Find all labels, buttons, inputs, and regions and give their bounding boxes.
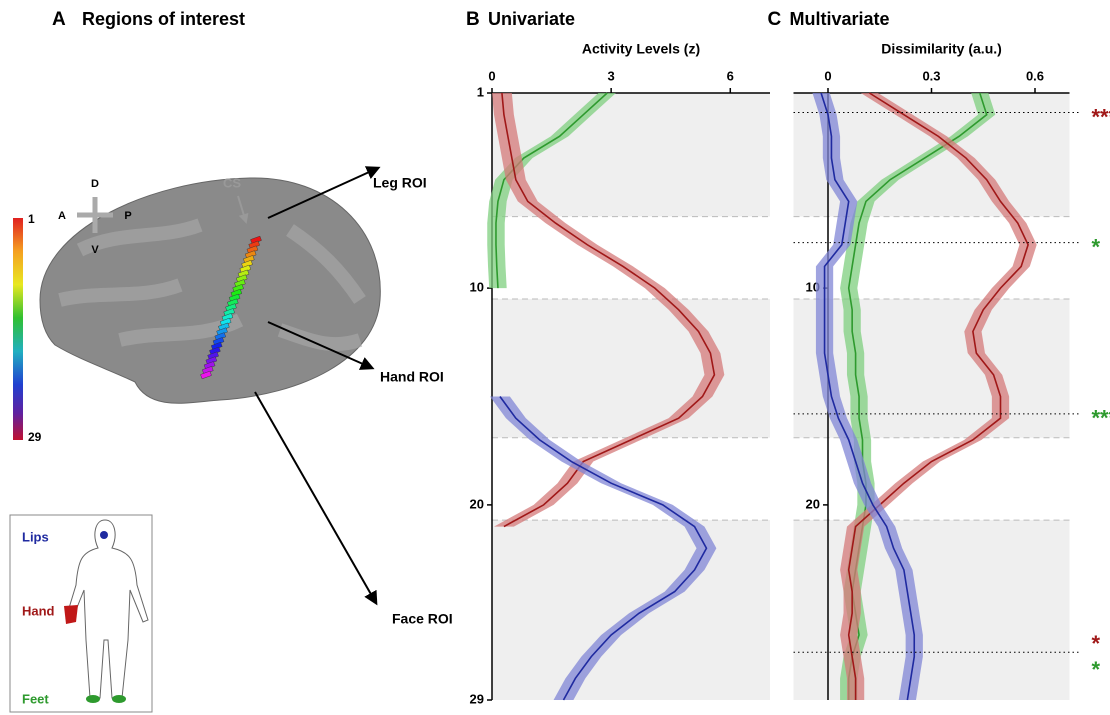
compass-label: V [91, 244, 99, 256]
x-tick-label: 0 [824, 68, 831, 83]
sulcus-label: CS [223, 175, 241, 190]
body-label: Feet [22, 691, 49, 706]
x-tick-label: 0.3 [922, 68, 940, 83]
x-tick-label: 3 [608, 68, 615, 83]
roi-label: Hand ROI [380, 369, 444, 385]
panel-letter: A [52, 9, 66, 30]
significance-label: * [1092, 657, 1101, 682]
roi-label: Leg ROI [373, 175, 427, 191]
foot-marker [86, 695, 100, 703]
hand-marker [64, 605, 78, 624]
panel-title: Multivariate [790, 9, 890, 29]
x-tick-label: 6 [727, 68, 734, 83]
x-tick-label: 0 [488, 68, 495, 83]
body-label: Lips [22, 529, 49, 544]
roi-arrow [255, 392, 376, 603]
significance-label: *** [1092, 406, 1110, 431]
shaded-band [492, 520, 770, 700]
compass-label: A [58, 210, 66, 222]
compass-label: P [124, 210, 131, 222]
significance-label: * [1092, 631, 1101, 656]
y-tick-label: 1 [477, 84, 484, 99]
y-tick-label: 29 [470, 691, 484, 706]
shaded-band [794, 520, 1070, 700]
panel-title: Univariate [488, 9, 575, 29]
colorbar-label: 29 [28, 430, 42, 444]
y-tick-label: 10 [470, 280, 484, 295]
y-tick-label: 20 [470, 496, 484, 511]
foot-marker [112, 695, 126, 703]
figure: A Regions of interest 1 29 D V A P CS Le… [0, 0, 1110, 715]
colorbar [13, 218, 23, 440]
significance-label: *** [1092, 104, 1110, 129]
roi-label: Face ROI [392, 611, 453, 627]
significance-label: * [1092, 234, 1101, 259]
lips-marker [100, 531, 108, 539]
y-tick-label: 20 [806, 496, 820, 511]
body-label: Hand [22, 603, 55, 618]
compass-label: D [91, 178, 99, 190]
x-axis-label: Dissimilarity (a.u.) [881, 41, 1002, 57]
x-tick-label: 0.6 [1026, 68, 1044, 83]
panel-letter: B [466, 9, 480, 30]
panel-letter: C [768, 9, 782, 30]
panel-title: Regions of interest [82, 9, 245, 29]
shaded-band [492, 299, 770, 438]
colorbar-label: 1 [28, 212, 35, 226]
page: { "panel_a": { "letter": "A", "title": "… [0, 0, 1110, 715]
x-axis-label: Activity Levels (z) [582, 41, 700, 57]
